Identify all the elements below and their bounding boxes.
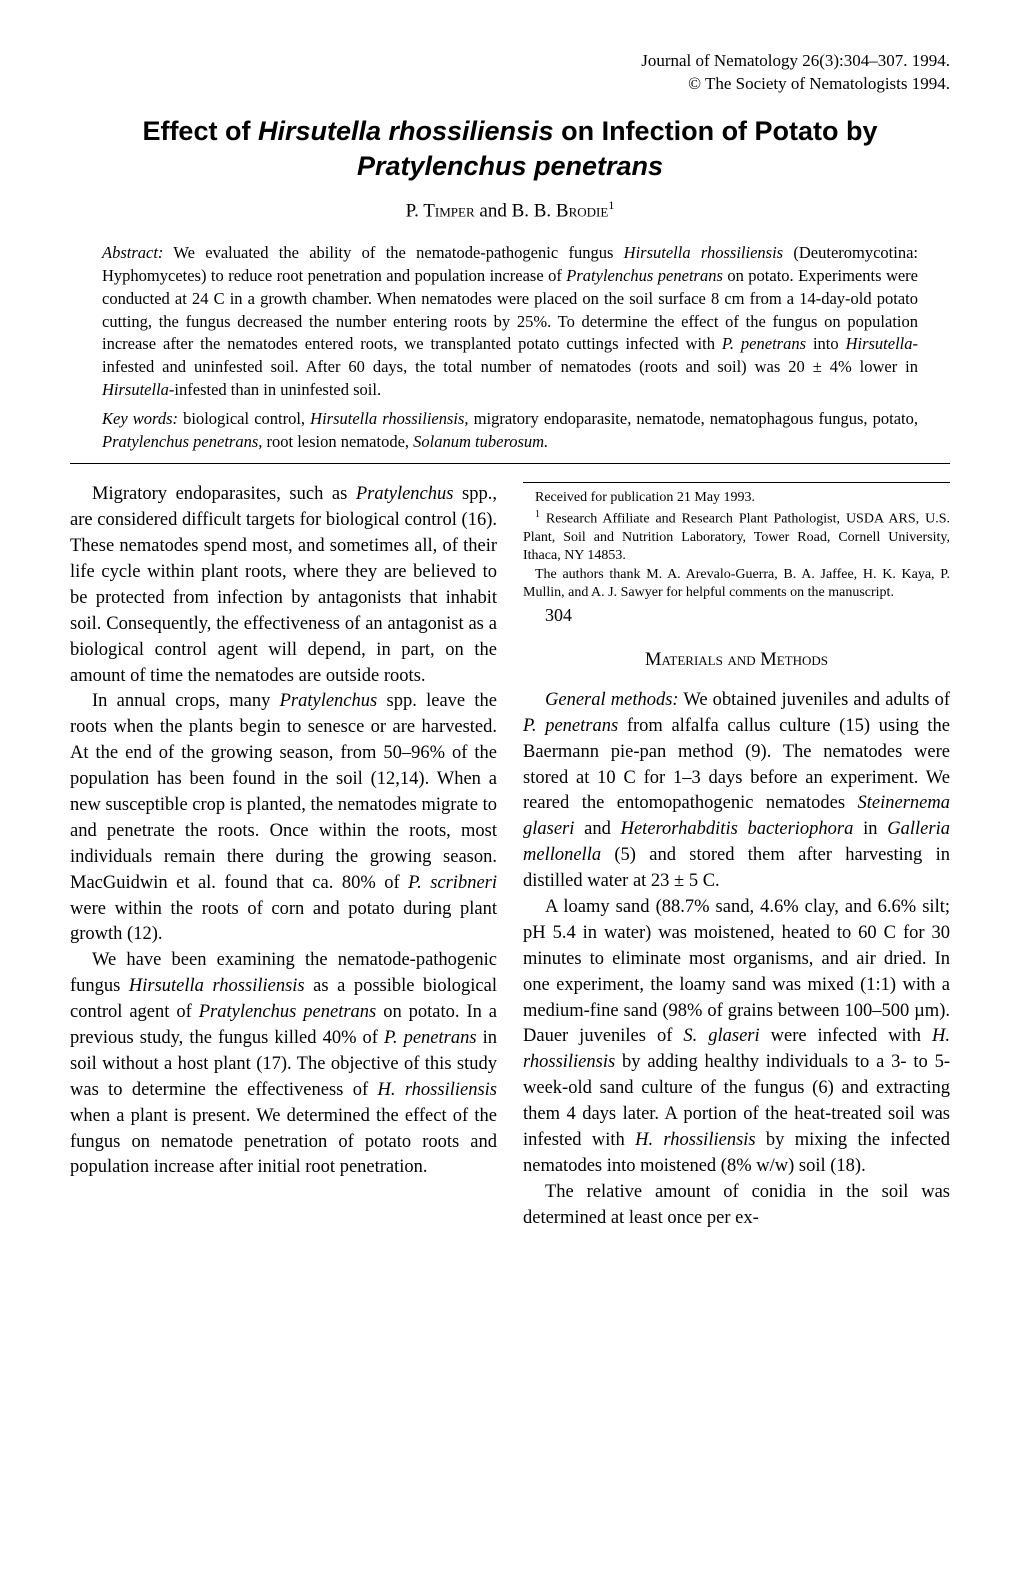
title-pre: Effect of: [142, 116, 258, 146]
footnote-received: Received for publication 21 May 1993.: [523, 489, 950, 507]
page: Journal of Nematology 26(3):304–307. 199…: [0, 0, 1020, 1272]
paragraph-5: A loamy sand (88.7% sand, 4.6% clay, and…: [523, 895, 950, 1180]
p4-i2: P. penetrans: [523, 716, 618, 736]
section-heading-methods: Materials and Methods: [523, 648, 950, 674]
p2-t1: In annual crops, many: [92, 691, 280, 711]
footnote-affiliation: 1 Research Affiliate and Research Plant …: [523, 508, 950, 566]
abs-i2: Pratylenchus penetrans: [566, 266, 723, 285]
abs-i3: P. penetrans: [722, 334, 806, 353]
kw-i2: Pratylenchus penetrans,: [102, 432, 262, 451]
title-species-1: Hirsutella rhossiliensis: [258, 116, 554, 146]
abs-i4: Hirsutella: [846, 334, 913, 353]
p3-i1: Hirsutella rhossiliensis: [129, 976, 305, 996]
author-1: P. Timper: [406, 200, 475, 221]
citation: Journal of Nematology 26(3):304–307. 199…: [641, 51, 950, 70]
p3-i4: H. rhossiliensis: [377, 1080, 497, 1100]
footnote-affiliation-text: Research Affiliate and Research Plant Pa…: [523, 511, 950, 563]
p3-t5: when a plant is present. We determined t…: [70, 1106, 497, 1178]
paragraph-4: General methods: We obtained juveniles a…: [523, 688, 950, 895]
author-2: B. B. Brodie: [512, 200, 609, 221]
divider-rule: [70, 463, 950, 464]
p4-t4: in: [853, 819, 887, 839]
paragraph-3: We have been examining the nematode-path…: [70, 948, 497, 1181]
kw-i3: Solanum tuberosum.: [413, 432, 548, 451]
p6-t1: The relative amount of conidia in the so…: [523, 1182, 950, 1228]
abs-p4: into: [806, 334, 846, 353]
journal-header: Journal of Nematology 26(3):304–307. 199…: [70, 50, 950, 96]
kw-p2: migratory endoparasite, nematode, nemato…: [469, 409, 918, 428]
page-number: 304: [523, 603, 950, 628]
p5-i3: H. rhossiliensis: [635, 1130, 756, 1150]
p4-t1: We obtained juveniles and adults of: [679, 690, 950, 710]
p5-t2: were infected with: [760, 1026, 932, 1046]
p4-t3: and: [574, 819, 620, 839]
paragraph-6: The relative amount of conidia in the so…: [523, 1180, 950, 1232]
kw-p1: biological control,: [178, 409, 310, 428]
author-conj: and: [475, 200, 512, 221]
p3-i3: P. penetrans: [384, 1028, 477, 1048]
abs-i5: Hirsutella: [102, 380, 169, 399]
footnotes: Received for publication 21 May 1993. 1 …: [523, 482, 950, 602]
p1-i1: Pratylenchus: [356, 484, 454, 504]
paragraph-2: In annual crops, many Pratylenchus spp. …: [70, 689, 497, 948]
p2-t3: were within the roots of corn and potato…: [70, 899, 497, 945]
paragraph-1: Migratory endoparasites, such as Pratyle…: [70, 482, 497, 689]
authors: P. Timper and B. B. Brodie1: [70, 198, 950, 222]
body-columns: Migratory endoparasites, such as Pratyle…: [70, 482, 950, 1231]
p3-i2: Pratylenchus penetrans: [199, 1002, 377, 1022]
p1-t1: Migratory endoparasites, such as: [92, 484, 356, 504]
p1-t2: spp., are considered difficult targets f…: [70, 484, 497, 685]
abs-p1: We evaluated the ability of the nematode…: [163, 243, 623, 262]
p2-t2: spp. leave the roots when the plants beg…: [70, 691, 497, 892]
abs-p6: -infested than in uninfested soil.: [169, 380, 381, 399]
footnote-thanks: The authors thank M. A. Arevalo-Guerra, …: [523, 566, 950, 603]
p2-i1: Pratylenchus: [280, 691, 378, 711]
p5-t1: A loamy sand (88.7% sand, 4.6% clay, and…: [523, 897, 950, 1046]
copyright: © The Society of Nematologists 1994.: [688, 74, 950, 93]
p5-i1: S. glaseri: [683, 1026, 759, 1046]
author-affil-sup: 1: [608, 198, 614, 212]
title-mid: on Infection of Potato by: [554, 116, 878, 146]
keywords: Key words: biological control, Hirsutell…: [102, 408, 918, 454]
p4-i1: General methods:: [545, 690, 679, 710]
keywords-label: Key words:: [102, 409, 178, 428]
kw-p3: root lesion nematode,: [262, 432, 413, 451]
kw-i1: Hirsutella rhossiliensis,: [310, 409, 468, 428]
article-title: Effect of Hirsutella rhossiliensis on In…: [70, 114, 950, 184]
abstract-label: Abstract:: [102, 243, 163, 262]
abstract: Abstract: We evaluated the ability of th…: [102, 242, 918, 401]
title-species-2: Pratylenchus penetrans: [357, 151, 663, 181]
p2-i2: P. scribneri: [408, 873, 497, 893]
p4-i4: Heterorhabditis bacteriophora: [621, 819, 854, 839]
abs-i1: Hirsutella rhossiliensis: [624, 243, 783, 262]
